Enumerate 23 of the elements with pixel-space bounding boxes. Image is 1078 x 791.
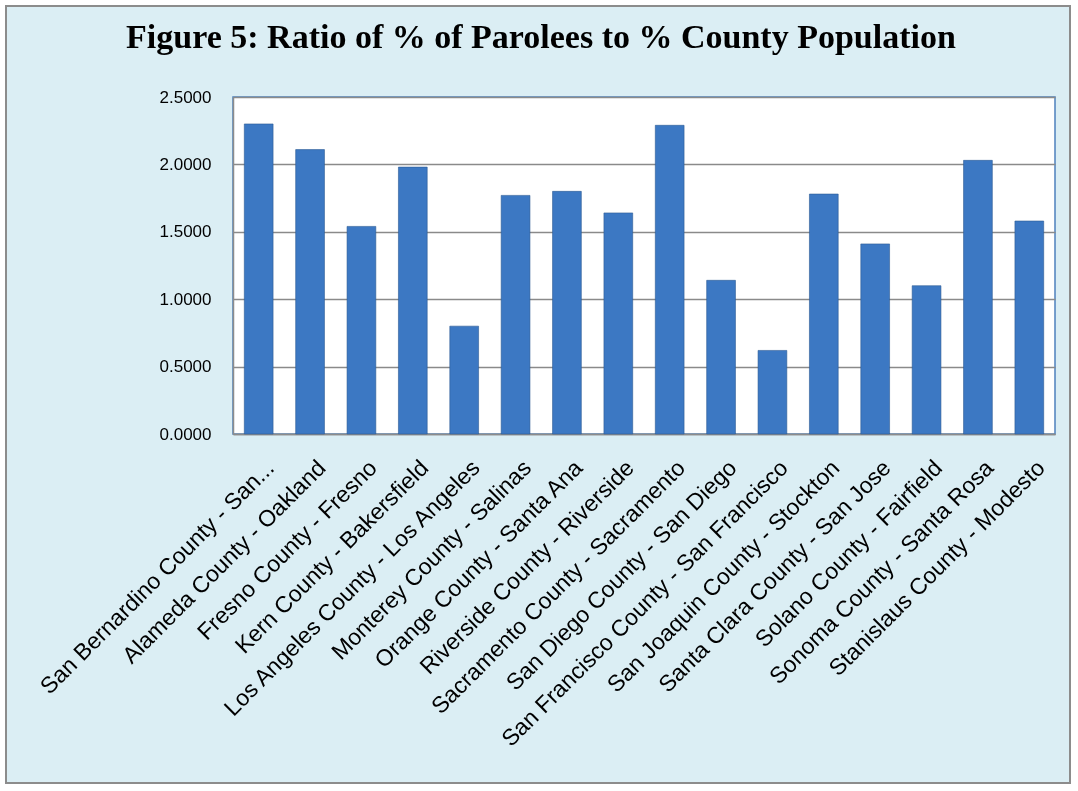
bar: [500, 195, 531, 435]
bar: [552, 191, 582, 435]
y-tick-label: 2.0000: [159, 154, 212, 174]
bar: [706, 280, 736, 435]
bar: [655, 125, 685, 435]
y-tick-label: 1.0000: [159, 289, 212, 309]
bar: [809, 193, 839, 435]
bar: [860, 243, 890, 435]
y-tick-label: 2.5000: [159, 87, 212, 107]
bar: [963, 160, 993, 435]
bar: [244, 123, 274, 435]
y-tick-label: 0.0000: [159, 424, 212, 444]
bar: [346, 226, 377, 435]
bar: [603, 212, 633, 435]
y-tick-label: 1.5000: [159, 222, 212, 242]
bar: [295, 149, 325, 435]
bar: [1014, 220, 1044, 435]
bar: [449, 325, 479, 435]
bar: [757, 350, 788, 435]
chart-title: Figure 5: Ratio of % of Parolees to % County Population: [126, 18, 956, 55]
y-tick-label: 0.5000: [159, 357, 212, 377]
bar: [911, 285, 942, 435]
bar: [398, 166, 428, 435]
